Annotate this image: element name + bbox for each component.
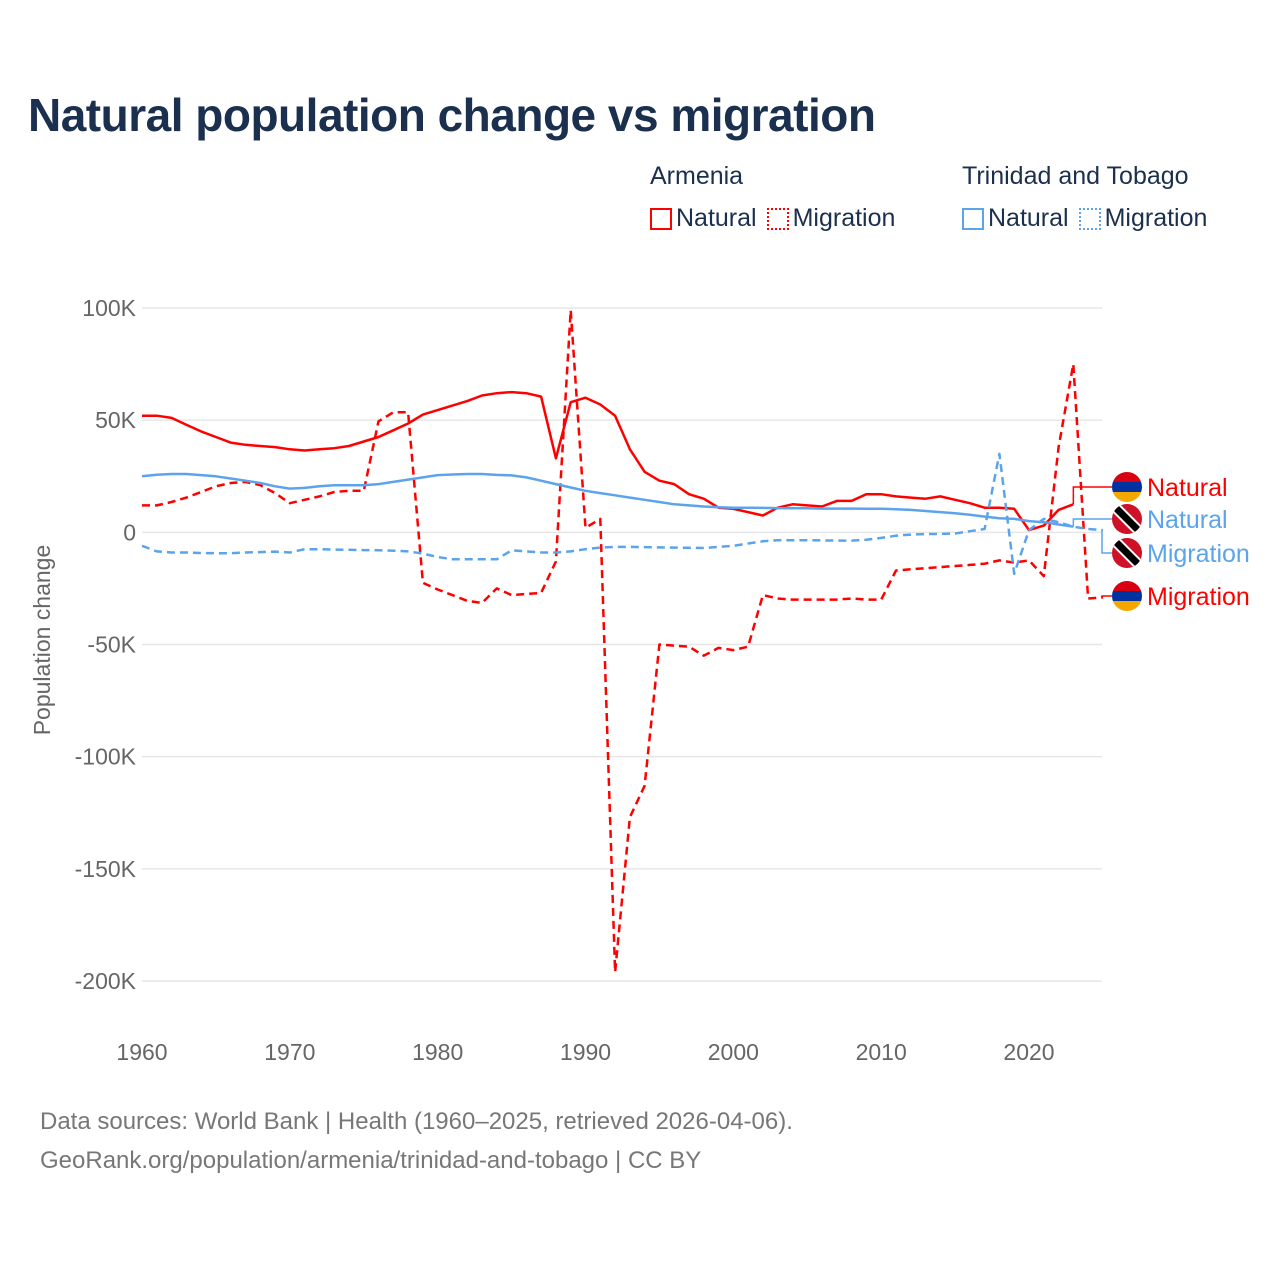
label-connector: [1101, 529, 1112, 554]
label-connector: [1101, 595, 1112, 599]
x-tick-label: 2020: [1003, 1039, 1054, 1065]
legend-item-tt-natural[interactable]: Natural: [962, 204, 1069, 233]
chart-title: Natural population change vs migration: [28, 89, 876, 141]
legend-group-title: Trinidad and Tobago: [962, 162, 1189, 190]
end-label: Natural: [1147, 506, 1228, 534]
label-connector: [1072, 518, 1112, 527]
end-label: Migration: [1147, 583, 1250, 611]
footer-link[interactable]: GeoRank.org/population/armenia/trinidad-…: [40, 1147, 702, 1174]
series-line-trinidad-and-tobago-migration: [141, 452, 1103, 576]
dotted-swatch-icon: [1078, 207, 1101, 230]
x-tick-label: 2000: [708, 1039, 759, 1065]
x-tick-label: 1960: [116, 1039, 167, 1065]
y-tick-label: 50K: [95, 407, 137, 433]
trinidad-flag-icon: [1112, 538, 1142, 568]
end-label: Natural: [1147, 474, 1228, 502]
legend-label: Natural: [676, 204, 757, 232]
x-tick-label: 1970: [264, 1039, 315, 1065]
legend-item-tt-migration[interactable]: Migration: [1078, 204, 1208, 233]
legend-label: Migration: [792, 204, 896, 232]
series-line-armenia-natural: [142, 390, 1074, 532]
legend-item-armenia-natural[interactable]: Natural: [650, 204, 757, 233]
label-connector: [1072, 486, 1112, 505]
solid-swatch-icon: [962, 207, 984, 230]
series-line-trinidad-and-tobago-natural: [141, 472, 1074, 528]
legend-group-armenia: Armenia Natural Migration: [650, 162, 895, 233]
trinidad-flag-icon: [1112, 504, 1142, 534]
footer-sources: Data sources: World Bank | Health (1960–…: [40, 1108, 793, 1135]
y-tick-label: -100K: [75, 744, 137, 770]
y-tick-label: -200K: [75, 968, 137, 994]
armenia-flag-icon: [1112, 472, 1142, 502]
y-axis-label: Population change: [29, 545, 55, 736]
y-tick-label: 100K: [82, 295, 136, 321]
legend-item-armenia-migration[interactable]: Migration: [766, 204, 896, 233]
x-tick-label: 2010: [856, 1039, 907, 1065]
x-tick-label: 1990: [560, 1039, 611, 1065]
legend-label: Migration: [1104, 204, 1208, 232]
y-tick-label: -50K: [87, 632, 136, 658]
legend-group-trinidad: Trinidad and Tobago Natural Migration: [962, 162, 1207, 233]
series-line-armenia-migration: [142, 308, 1103, 974]
solid-swatch-icon: [650, 207, 672, 230]
legend-label: Natural: [988, 204, 1069, 232]
end-label: Migration: [1147, 540, 1250, 568]
armenia-flag-icon: [1112, 581, 1142, 611]
y-tick-label: -150K: [75, 856, 137, 882]
x-tick-label: 1980: [412, 1039, 463, 1065]
y-tick-label: 0: [123, 519, 136, 545]
legend-group-title: Armenia: [650, 162, 744, 190]
dotted-swatch-icon: [766, 207, 789, 230]
